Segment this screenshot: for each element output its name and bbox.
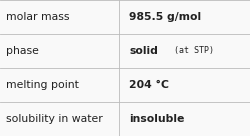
Text: molar mass: molar mass	[6, 12, 70, 22]
Text: melting point: melting point	[6, 80, 79, 90]
Text: solid: solid	[129, 46, 158, 56]
Text: (at STP): (at STP)	[173, 47, 213, 55]
Text: insoluble: insoluble	[129, 114, 184, 124]
Text: phase: phase	[6, 46, 39, 56]
Text: 985.5 g/mol: 985.5 g/mol	[129, 12, 200, 22]
Text: solubility in water: solubility in water	[6, 114, 102, 124]
Text: 204 °C: 204 °C	[129, 80, 168, 90]
